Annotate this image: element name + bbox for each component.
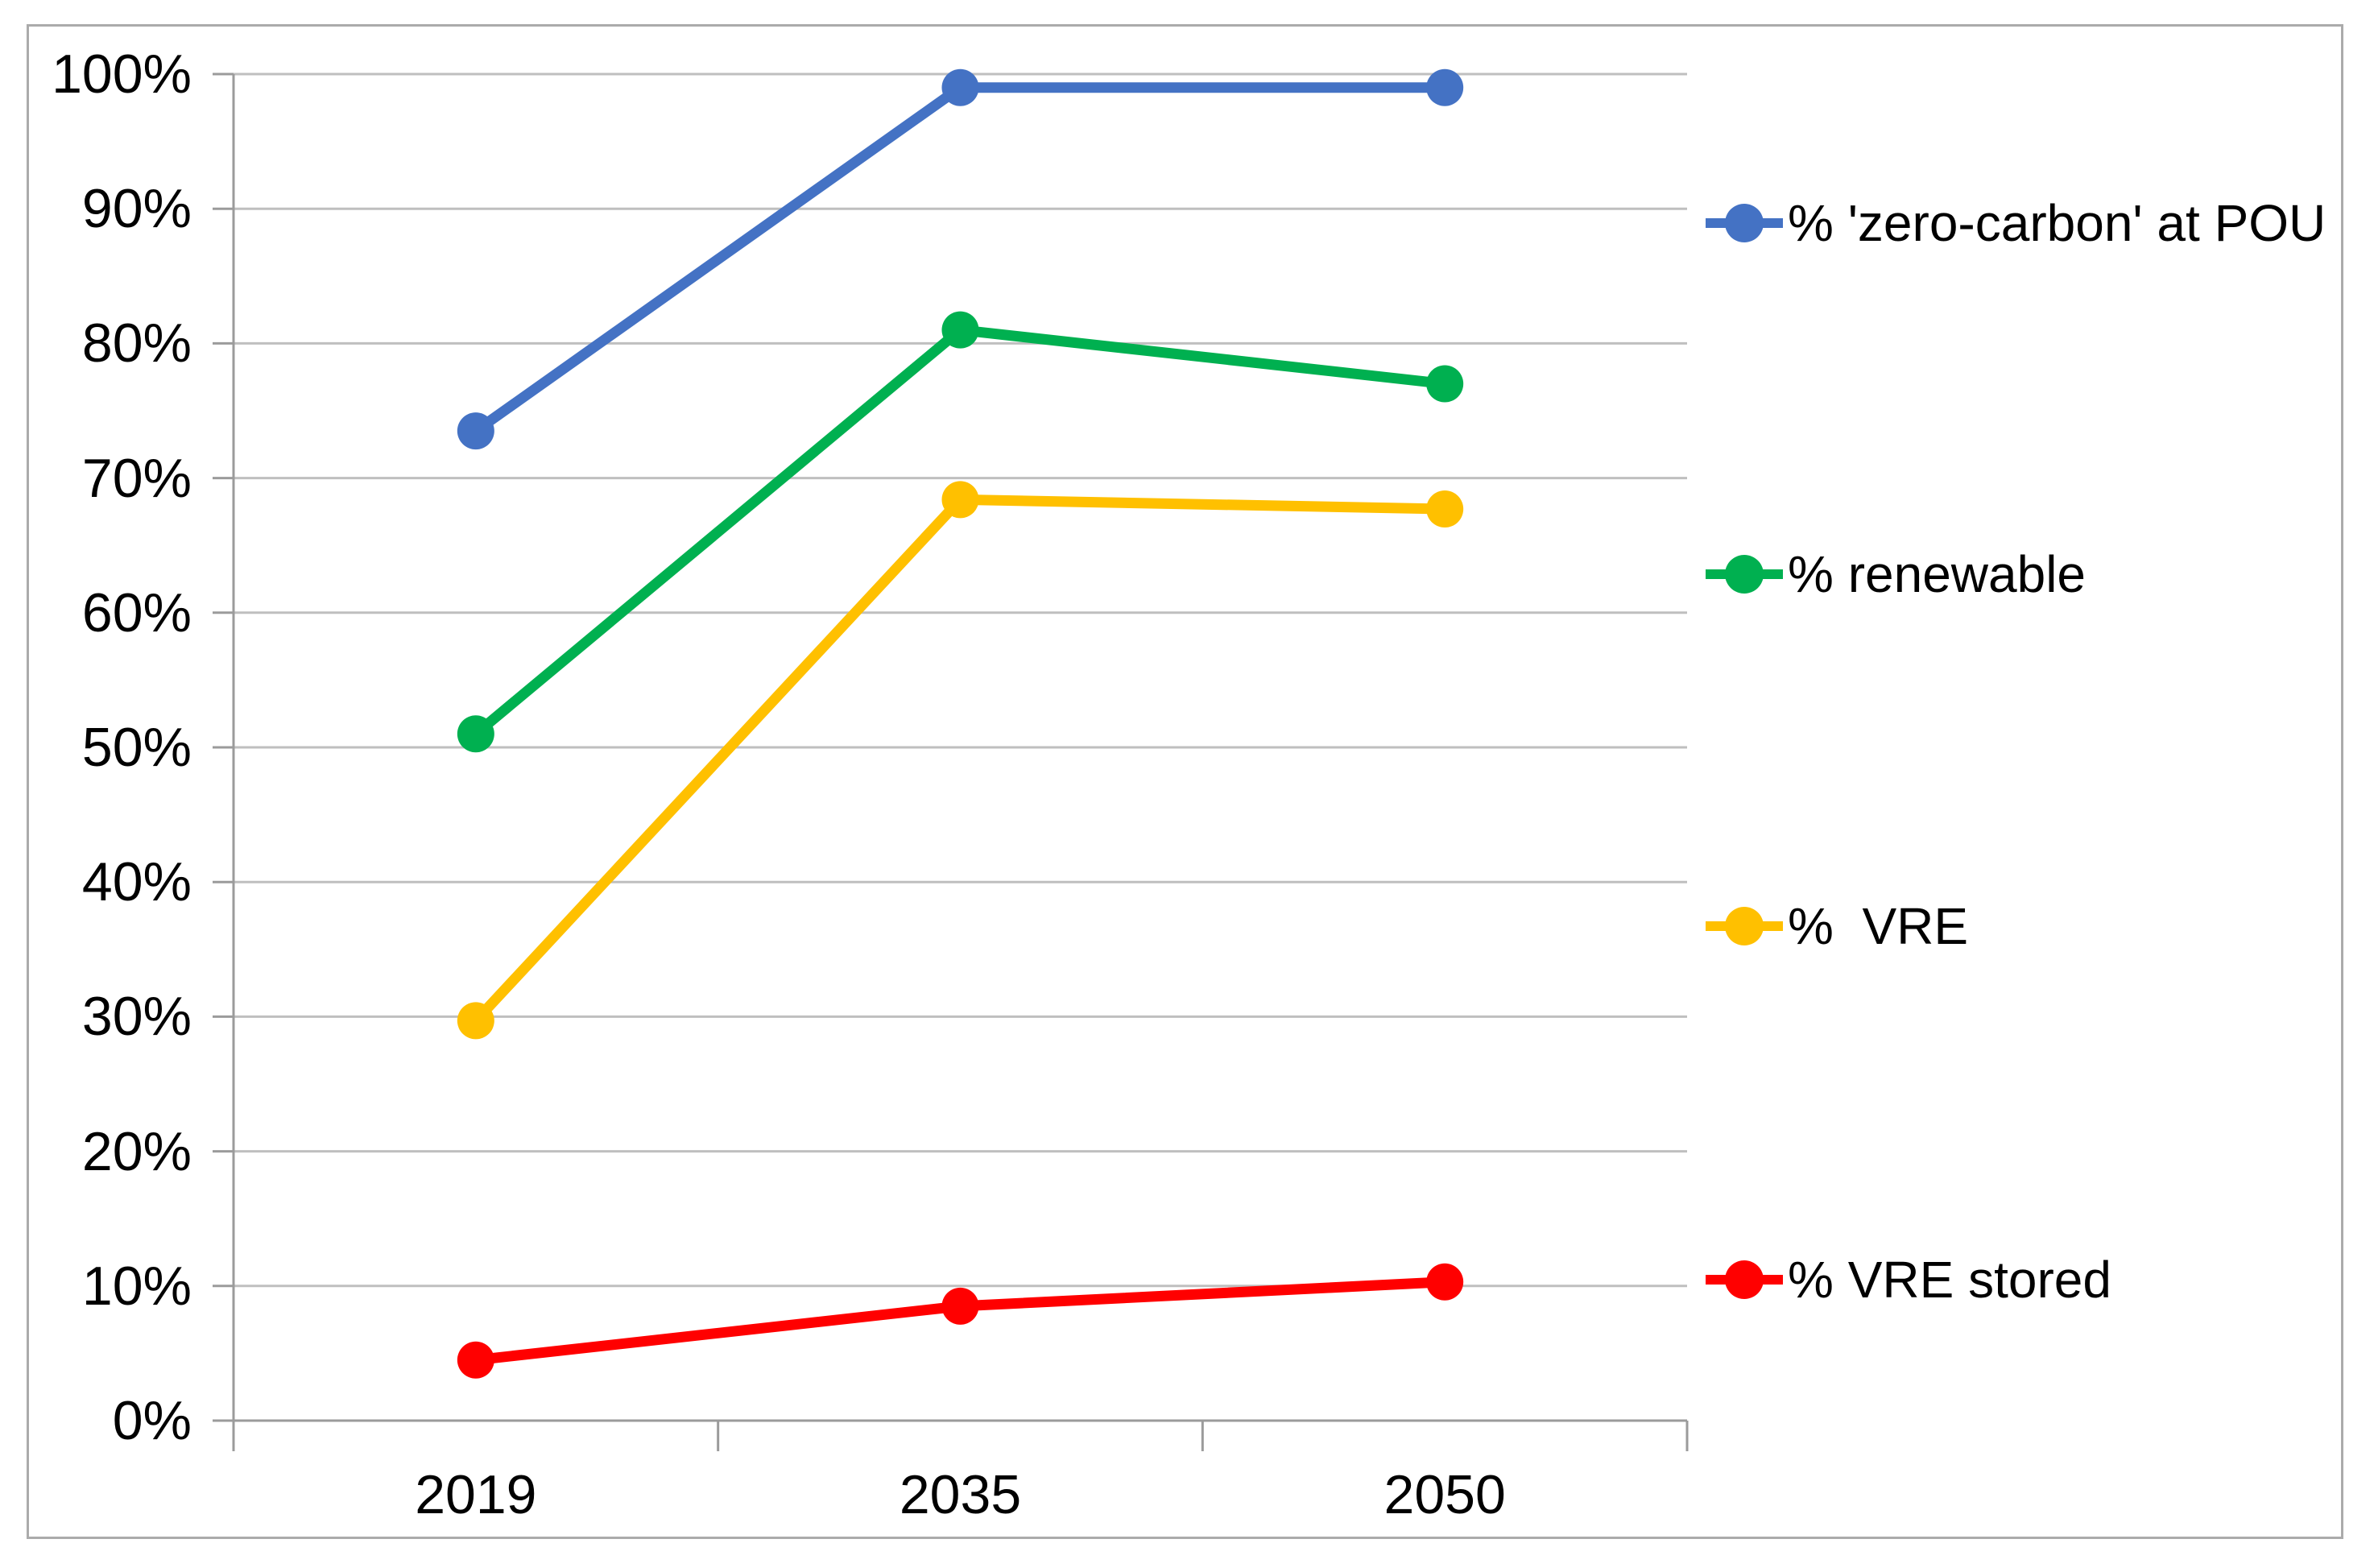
y-axis-label-100%: 100% (52, 43, 192, 105)
legend-label-3: % VRE stored (1788, 1251, 2111, 1309)
legend-marker-dot-1 (1725, 555, 1764, 594)
data-point-series3-2019 (457, 1341, 494, 1379)
series-line-1 (470, 325, 1450, 739)
axes-layer (213, 72, 1689, 1451)
series-line-2 (470, 494, 1450, 1026)
y-axis-label-50%: 50% (81, 717, 192, 778)
legend-entry-2: % VRE (1706, 889, 1968, 963)
legend-entry-3: % VRE stored (1706, 1243, 2111, 1317)
y-axis-label-90%: 90% (81, 178, 192, 240)
data-point-series2-2050 (1426, 490, 1464, 528)
y-axis-label-40%: 40% (81, 851, 192, 913)
x-axis-label-2035: 2035 (899, 1464, 1022, 1525)
y-axis-label-70%: 70% (81, 447, 192, 509)
y-axis-label-20%: 20% (81, 1120, 192, 1182)
y-axis-label-30%: 30% (81, 986, 192, 1048)
data-point-series3-2035 (941, 1287, 979, 1325)
gridlines-layer (234, 72, 1687, 1422)
y-axis-label-10%: 10% (81, 1255, 192, 1317)
x-axis-label-2019: 2019 (415, 1464, 537, 1525)
x-axis-label-2050: 2050 (1383, 1464, 1506, 1525)
legend-marker-dot-3 (1725, 1260, 1764, 1299)
data-point-series1-2019 (457, 715, 494, 753)
legend-marker-dot-2 (1725, 907, 1764, 945)
data-point-series2-2019 (457, 1002, 494, 1040)
data-point-series1-2050 (1426, 365, 1464, 403)
data-point-series0-2050 (1426, 68, 1464, 106)
data-point-series0-2035 (941, 68, 979, 106)
series-line-0 (470, 82, 1450, 436)
series-layer (457, 68, 1464, 1379)
legend-marker-icon-0 (1706, 204, 1783, 242)
legend-label-0: % 'zero-carbon' at POU (1788, 194, 2326, 252)
y-axis-label-80%: 80% (81, 312, 192, 374)
legend-label-2: % VRE (1788, 897, 1969, 955)
legend-marker-icon-3 (1706, 1260, 1783, 1299)
legend-marker-icon-1 (1706, 555, 1783, 594)
data-point-series1-2035 (941, 311, 979, 349)
legend-entry-0: % 'zero-carbon' at POU (1706, 186, 2326, 260)
data-point-series3-2050 (1426, 1263, 1464, 1301)
data-point-series2-2035 (941, 481, 979, 519)
data-point-series0-2019 (457, 412, 494, 450)
y-axis-label-0%: 0% (112, 1390, 192, 1451)
legend-entry-1: % renewable (1706, 537, 2086, 611)
legend-marker-icon-2 (1706, 907, 1783, 945)
legend-label-1: % renewable (1788, 545, 2086, 603)
y-axis-label-60%: 60% (81, 581, 192, 643)
legend-marker-dot-0 (1725, 204, 1764, 242)
